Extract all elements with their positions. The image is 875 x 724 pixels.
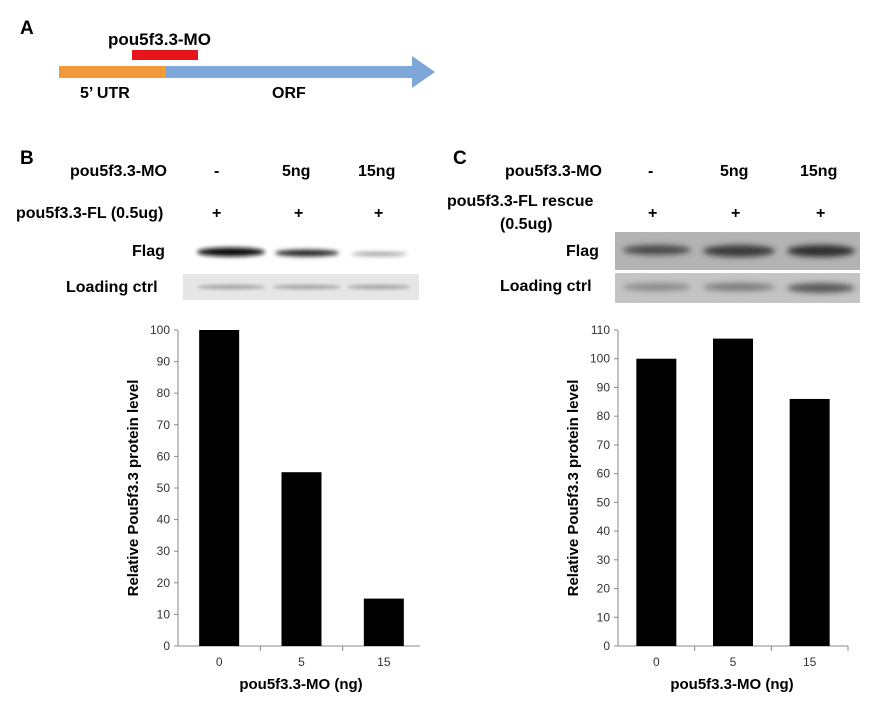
c-rescue-row-label-2: (0.5ug) [500, 216, 553, 233]
chart-b-y-tick-label: 30 [157, 544, 171, 558]
chart-b-bar [363, 598, 404, 646]
b-mo-row-label: pou5f3.3-MO [70, 163, 167, 180]
chart-c-bar [789, 398, 830, 646]
chart-c-ylabel: Relative Pou5f3.3 protein level [565, 380, 582, 597]
chart-b-y-tick-label: 100 [150, 323, 170, 337]
b-loading-band [273, 284, 341, 290]
c-loading-band [787, 283, 855, 293]
b-fl-value: + [294, 205, 304, 222]
c-rescue-value: + [648, 205, 658, 222]
c-rescue-row-label: pou5f3.3-FL rescue [447, 193, 594, 210]
chart-b-bar [199, 330, 240, 646]
c-mo-value: 15ng [800, 163, 838, 180]
c-loading-label: Loading ctrl [500, 278, 592, 295]
b-mo-value: 15ng [358, 163, 396, 180]
chart-b-y-tick-label: 80 [157, 386, 171, 400]
chart-b-y-tick-label: 70 [157, 418, 171, 432]
b-loading-label: Loading ctrl [66, 279, 158, 296]
chart-b-y-tick-label: 50 [157, 481, 171, 495]
orf-label: ORF [272, 85, 306, 102]
chart-c-y-tick-label: 40 [597, 524, 611, 538]
chart-c-y-tick-label: 0 [603, 639, 610, 653]
mo-target-label: pou5f3.3-MO [108, 30, 211, 49]
chart-b-y-tick-label: 60 [157, 449, 171, 463]
b-fl-value: + [374, 205, 384, 222]
chart-c-y-tick-label: 110 [591, 323, 610, 337]
chart-b-x-tick-label: 5 [298, 655, 305, 669]
b-flag-band [351, 252, 407, 256]
b-fl-value: + [212, 205, 222, 222]
b-flag-blot [183, 234, 419, 270]
utr-segment [59, 66, 167, 78]
c-flag-band [703, 245, 775, 257]
panel-c-letter: C [453, 148, 467, 169]
chart-c-y-tick-label: 60 [597, 467, 611, 481]
b-flag-label: Flag [132, 243, 165, 260]
chart-c: 0 10 20 30 40 50 60 70 80 90 100 110 0 5 15 Relative P… [565, 323, 849, 693]
c-mo-value: - [648, 163, 654, 180]
panel-a-letter: A [20, 18, 34, 39]
chart-c-y-tick-label: 70 [597, 438, 611, 452]
chart-c-y-tick-label: 100 [590, 352, 610, 366]
chart-b-x-tick-label: 0 [216, 655, 223, 669]
chart-c-y-tick-label: 50 [597, 495, 611, 509]
chart-c-x-tick-label: 15 [803, 655, 817, 669]
c-flag-blot [615, 232, 860, 270]
c-loading-band [703, 283, 775, 291]
c-flag-label: Flag [566, 243, 599, 260]
chart-c-x-tick-label: 5 [730, 655, 737, 669]
chart-b-bar [281, 472, 322, 646]
chart-c-y-tick-label: 10 [597, 610, 611, 624]
c-flag-band [623, 245, 691, 255]
chart-c-y-tick-label: 90 [597, 380, 611, 394]
c-mo-row-label: pou5f3.3-MO [505, 163, 602, 180]
b-flag-band [275, 249, 339, 257]
orf-segment [166, 66, 414, 78]
chart-b-y-tick-label: 40 [157, 513, 171, 527]
b-loading-blot [183, 274, 419, 300]
gene-schematic [59, 50, 435, 88]
chart-b: 0 10 20 30 40 50 60 70 80 90 100 0 5 15 Relative Pou5… [125, 323, 420, 693]
b-fl-row-label: pou5f3.3-FL (0.5ug) [16, 205, 164, 222]
c-mo-value: 5ng [720, 163, 749, 180]
c-loading-blot [615, 273, 860, 303]
c-rescue-value: + [731, 205, 741, 222]
chart-b-y-tick-label: 10 [157, 607, 171, 621]
chart-b-y-tick-label: 20 [157, 576, 171, 590]
chart-c-y-tick-label: 30 [597, 553, 611, 567]
orf-arrowhead [412, 56, 435, 88]
b-mo-value: 5ng [282, 163, 311, 180]
b-mo-value: - [214, 163, 220, 180]
chart-c-xlabel: pou5f3.3-MO (ng) [670, 676, 793, 693]
utr-label: 5’ UTR [80, 85, 130, 102]
panel-b-letter: B [20, 148, 34, 169]
chart-b-y-tick-label: 0 [163, 639, 170, 653]
b-loading-band [347, 284, 411, 290]
b-loading-band [197, 284, 265, 290]
chart-c-bar [713, 338, 753, 646]
c-rescue-value: + [816, 205, 826, 222]
c-flag-band [787, 245, 855, 257]
chart-c-bar [636, 358, 677, 646]
chart-b-x-tick-label: 15 [377, 655, 391, 669]
chart-c-y-tick-label: 80 [597, 409, 611, 423]
c-loading-band [623, 283, 691, 291]
chart-b-y-tick-label: 90 [157, 355, 171, 369]
mo-binding-bar [132, 50, 198, 60]
chart-b-ylabel: Relative Pou5f3.3 protein level [125, 380, 142, 597]
chart-c-y-tick-label: 20 [597, 582, 611, 596]
chart-c-x-tick-label: 0 [653, 655, 660, 669]
chart-b-xlabel: pou5f3.3-MO (ng) [239, 676, 362, 693]
b-flag-band [197, 247, 265, 257]
